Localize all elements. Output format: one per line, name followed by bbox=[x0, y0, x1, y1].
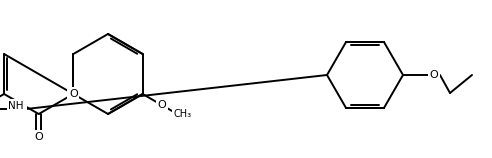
Text: NH: NH bbox=[8, 101, 24, 111]
Text: NH: NH bbox=[10, 104, 26, 114]
Text: O: O bbox=[69, 89, 78, 99]
Text: O: O bbox=[430, 70, 438, 80]
Text: O: O bbox=[34, 132, 43, 142]
Text: O: O bbox=[157, 100, 166, 110]
Text: CH₃: CH₃ bbox=[174, 109, 192, 119]
